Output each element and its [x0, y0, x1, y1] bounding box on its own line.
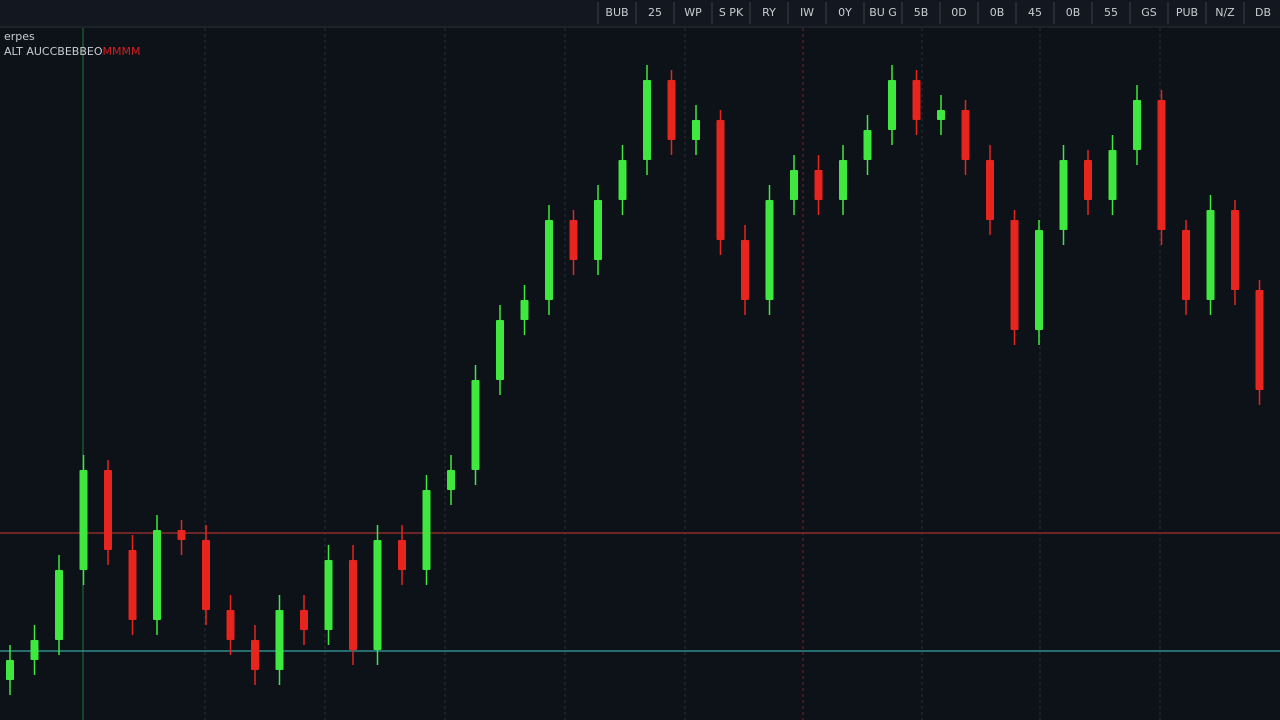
candle-body — [888, 80, 896, 130]
candle-body — [226, 610, 235, 640]
toolbar: BUB 25 WP S PK RY IW 0Y BU G 5B 0D 0B 45 0B 55 GS PUB N/… — [597, 2, 1271, 24]
candle-body — [422, 490, 431, 570]
toolbar-button[interactable]: 0Y — [838, 6, 852, 19]
toolbar-button[interactable]: 0B — [1066, 6, 1081, 19]
candle-body — [790, 170, 798, 200]
candle-body — [618, 160, 627, 200]
candle-body — [128, 550, 137, 620]
candle-body — [1255, 290, 1264, 390]
symbol: erpes — [4, 30, 35, 43]
candle-body — [153, 530, 161, 620]
candle-body — [692, 120, 700, 140]
candle-body — [79, 470, 88, 570]
candle-body — [1231, 210, 1239, 290]
candle-body — [912, 80, 921, 120]
toolbar-button[interactable]: BUB — [605, 6, 628, 19]
toolbar-button[interactable]: 45 — [1028, 6, 1042, 19]
toolbar-button[interactable]: N/Z — [1215, 6, 1235, 19]
candle-body — [471, 380, 480, 470]
candle-body — [104, 470, 112, 550]
candle-body — [1157, 100, 1166, 230]
candle-body — [937, 110, 945, 120]
candle-body — [349, 560, 357, 650]
candle-body — [643, 80, 651, 160]
candle-body — [1084, 160, 1092, 200]
candle-body — [569, 220, 578, 260]
candle-body — [324, 560, 333, 630]
candle-body — [251, 640, 259, 670]
toolbar-button[interactable]: 55 — [1104, 6, 1118, 19]
candle-body — [496, 320, 504, 380]
toolbar-button[interactable]: 5B — [914, 6, 929, 19]
toolbar-bg — [0, 0, 1280, 27]
toolbar-button[interactable]: 0B — [990, 6, 1005, 19]
candle-body — [1133, 100, 1141, 150]
candle-body — [1035, 230, 1043, 330]
toolbar-button[interactable]: GS — [1141, 6, 1157, 19]
candle-body — [398, 540, 406, 570]
candle-body — [1059, 160, 1068, 230]
candle-body — [520, 300, 529, 320]
toolbar-button[interactable]: WP — [684, 6, 702, 19]
candle-body — [447, 470, 455, 490]
candle-body — [55, 570, 63, 640]
candle-body — [6, 660, 14, 680]
candle-body — [30, 640, 39, 660]
candle-body — [1182, 230, 1190, 300]
indicator-line: ALT AUCCBEBBEOMMMM — [4, 45, 140, 58]
candle-body — [863, 130, 872, 160]
candle-body — [741, 240, 749, 300]
candle-body — [373, 540, 382, 650]
candles — [6, 65, 1264, 695]
candle-body — [1108, 150, 1117, 200]
candle-body — [667, 80, 676, 140]
indicator-name: ALT AUCCBEBBEO — [4, 45, 103, 58]
candle-body — [300, 610, 308, 630]
candle-body — [961, 110, 970, 160]
candle-body — [986, 160, 994, 220]
toolbar-button[interactable]: DB — [1255, 6, 1271, 19]
candle-body — [716, 120, 725, 240]
candle-body — [275, 610, 284, 670]
toolbar-button[interactable]: 0D — [951, 6, 966, 19]
toolbar-button[interactable]: S PK — [719, 6, 744, 19]
toolbar-button[interactable]: PUB — [1176, 6, 1198, 19]
candle-body — [545, 220, 553, 300]
toolbar-button[interactable]: BU G — [869, 6, 897, 19]
toolbar-button[interactable]: 25 — [648, 6, 662, 19]
toolbar-button[interactable]: IW — [800, 6, 814, 19]
candle-body — [594, 200, 602, 260]
candle-body — [202, 540, 210, 610]
candle-body — [177, 530, 186, 540]
reference-lines — [0, 532, 1280, 652]
toolbar-button[interactable]: RY — [762, 6, 776, 19]
indicator-alert: MMMM — [103, 45, 141, 58]
candle-body — [1010, 220, 1019, 330]
candle-body — [814, 170, 823, 200]
candle-body — [1206, 210, 1215, 300]
candle-body — [839, 160, 847, 200]
candle-body — [765, 200, 774, 300]
